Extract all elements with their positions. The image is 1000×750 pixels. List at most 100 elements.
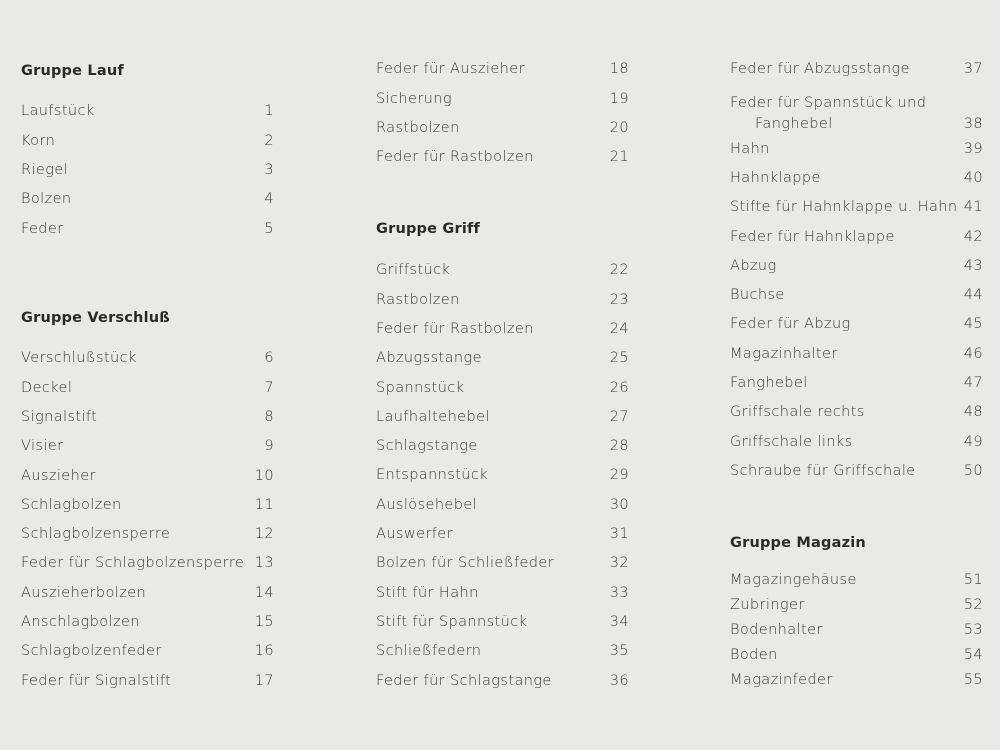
group-heading: Gruppe Lauf (21, 63, 124, 79)
part-name: Schraube für Griffschale (730, 457, 916, 486)
part-name: Schlagbolzensperre (21, 520, 170, 549)
part-number: 35 (609, 643, 629, 660)
part-number: 42 (963, 228, 983, 245)
part-row: Schlagbolzenfeder 16 (21, 637, 274, 666)
part-name-line: Korn (21, 132, 56, 149)
part-name: Griffschale rechts (730, 398, 865, 427)
part-number: 21 (609, 149, 629, 166)
part-number: 40 (963, 169, 983, 186)
part-name-line: Schraube für Griffschale (730, 462, 916, 479)
part-row: Buchse 44 (730, 281, 983, 310)
part-number: 23 (609, 291, 629, 308)
part-number: 44 (963, 287, 983, 304)
part-name-line: Abzug (730, 257, 777, 274)
part-name: Abzug (730, 252, 777, 281)
part-row: Spannstück 26 (376, 374, 629, 403)
part-name-line: Hahnklappe (730, 169, 821, 186)
part-name-line: Anschlagbolzen (21, 614, 140, 631)
parts-group-list: Feder für Auszieher 18 Sicherung 19 Rastbolz… (376, 55, 629, 172)
part-row: Verschlußstück 6 (21, 344, 274, 373)
part-number: 30 (609, 496, 629, 513)
part-row: Schlagstange 28 (376, 432, 629, 461)
group-heading: Gruppe Magazin (730, 535, 866, 551)
part-number: 46 (963, 345, 983, 362)
part-name-line: Feder für Schlagstange (376, 672, 552, 689)
part-name: Spannstück (376, 374, 464, 403)
part-number: 7 (264, 379, 274, 396)
part-number: 11 (254, 496, 274, 513)
part-name-line: Schlagstange (376, 438, 478, 455)
part-name-line: Feder für Abzugsstange (730, 61, 910, 78)
part-name: Feder für Schlagstange (376, 667, 552, 696)
part-row: Bolzen 4 (21, 185, 274, 214)
part-name: Stift für Hahn (376, 579, 479, 608)
part-name: Feder für Signalstift (21, 667, 171, 696)
part-row: Abzug 43 (730, 252, 983, 281)
part-name: Feder (21, 215, 64, 244)
part-name-line: Auszieher (21, 467, 96, 484)
part-row: Boden 54 (730, 643, 983, 668)
part-name-line: Schlagbolzenfeder (21, 643, 162, 660)
part-row: Riegel 3 (21, 156, 274, 185)
part-name-line: Verschlußstück (21, 350, 137, 367)
part-number: 55 (963, 671, 983, 688)
part-name-line: Auszieherbolzen (21, 584, 147, 601)
part-row: Schlagbolzensperre 12 (21, 520, 274, 549)
part-number: 14 (254, 584, 274, 601)
part-name-line: Rastbolzen (376, 119, 460, 136)
part-name-line: Feder für Spannstück und (730, 94, 927, 111)
part-row: Feder für Signalstift 17 (21, 667, 274, 696)
part-name-line: Schlagbolzen (21, 496, 122, 513)
part-name: Feder für Abzug (730, 310, 851, 339)
part-row: Griffstück 22 (376, 256, 629, 285)
part-number: 16 (254, 643, 274, 660)
part-name-line: Feder für Schlagbolzensperre (21, 555, 245, 572)
part-name-line: Feder für Signalstift (21, 672, 172, 689)
part-name: Griffschale links (730, 428, 853, 457)
part-number: 12 (254, 526, 274, 543)
parts-group-list: Verschlußstück 6 Deckel 7 Signalstift 8 Visier… (21, 344, 274, 696)
part-number: 37 (963, 61, 983, 78)
part-name: Anschlagbolzen (21, 608, 140, 637)
part-number: 13 (254, 555, 274, 572)
part-name: Korn (21, 127, 55, 156)
part-row: Signalstift 8 (21, 403, 274, 432)
part-number: 27 (609, 408, 629, 425)
part-name: Visier (21, 432, 64, 461)
part-row: Feder für Rastbolzen 21 (376, 143, 629, 172)
part-name-line: Laufstück (21, 103, 95, 120)
part-name: Laufhaltehebel (376, 403, 490, 432)
part-name-line: Feder (21, 220, 64, 237)
part-name-line: Stifte für Hahnklappe u. Hahn (730, 199, 958, 216)
part-number: 20 (609, 119, 629, 136)
part-name: Verschlußstück (21, 344, 137, 373)
part-name: Rastbolzen (376, 286, 460, 315)
part-name-line: Bolzen (21, 191, 72, 208)
part-name-line: Deckel (21, 379, 73, 396)
part-name: Abzugsstange (376, 344, 482, 373)
part-name-line: Boden (730, 646, 778, 663)
part-name: Rastbolzen (376, 114, 460, 143)
part-row: Feder für Auszieher 18 (376, 55, 629, 84)
part-row: Auslösehebel 30 (376, 491, 629, 520)
part-name-line: Feder für Rastbolzen (376, 320, 534, 337)
part-number: 47 (963, 375, 983, 392)
part-row: Bodenhalter 53 (730, 618, 983, 643)
part-row: Entspannstück 29 (376, 461, 629, 490)
part-row: Rastbolzen 20 (376, 114, 629, 143)
part-name-line: Entspannstück (376, 467, 489, 484)
part-row: Zubringer 52 (730, 593, 983, 618)
part-name-line: Stift für Hahn (376, 584, 479, 601)
part-name-line: Laufhaltehebel (376, 408, 490, 425)
parts-group-list: Laufstück 1 Korn 2 Riegel 3 Bolzen 4 Feder 5 (21, 97, 274, 243)
part-name-line: Auswerfer (376, 526, 453, 543)
part-row: Griffschale links 49 (730, 428, 983, 457)
part-row: Rastbolzen 23 (376, 286, 629, 315)
part-number: 10 (254, 467, 274, 484)
part-number: 4 (264, 191, 274, 208)
part-number: 24 (609, 320, 629, 337)
part-row: Korn 2 (21, 127, 274, 156)
part-name: Buchse (730, 281, 785, 310)
part-number: 53 (963, 621, 983, 638)
group-heading: Gruppe Verschluß (21, 310, 170, 326)
